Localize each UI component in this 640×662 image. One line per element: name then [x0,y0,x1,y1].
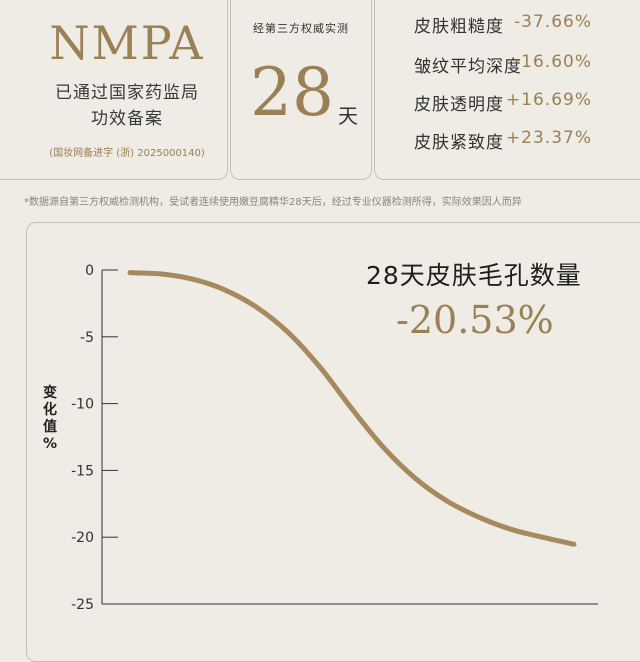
y-tick-label: -10 [71,397,94,413]
y-tick-label: 0 [85,263,94,279]
chart-headline-value: -20.53% [396,298,554,342]
stat-value: +23.37% [505,128,592,148]
days-caption: 经第三方权威实测 [253,22,349,35]
stat-label: 皱纹平均深度 [414,57,522,77]
y-axis-label-char: 变 [43,385,57,401]
nmpa-logo: NMPA [49,16,205,70]
y-tick-label: -25 [71,597,94,613]
stat-row-wrinkle-depth: 皱纹平均深度 -16.60% [390,52,630,82]
stat-row-roughness: 皮肤粗糙度 -37.66% [390,12,630,42]
stats-card [374,0,640,180]
y-tick-label: -15 [71,463,94,479]
days-number: 28 [250,54,334,131]
nmpa-line-2: 功效备案 [91,109,163,129]
stat-label: 皮肤紧致度 [414,133,504,153]
stat-value: +16.69% [505,90,592,110]
chart-card [26,222,640,662]
days-card [230,0,372,180]
chart-title: 28天皮肤毛孔数量 [366,261,582,290]
footnote: *数据源自第三方权威检测机构，受试者连续使用嫩豆腐精华28天后，经过专业仪器检测… [24,197,522,208]
y-tick-label: -20 [71,530,94,546]
stat-value: -16.60% [514,52,592,72]
series-line-pore-count [127,270,577,547]
days-unit: 天 [338,104,358,128]
y-axis-label-char: % [42,436,58,452]
y-axis-label-char: 值 [43,419,57,435]
stat-label: 皮肤粗糙度 [414,17,504,37]
y-axis-label-char: 化 [43,402,57,418]
stat-row-firmness: 皮肤紧致度 +23.37% [390,128,630,158]
nmpa-card [0,0,228,180]
pore-count-chart: 0 -5 -10 -15 -20 -25 [71,263,598,613]
stat-row-transparency: 皮肤透明度 +16.69% [390,90,630,120]
registration-number: (国妆网备进字 (浙) 2025000140) [49,148,205,159]
y-axis-label: 变 化 值 % [36,385,64,453]
stat-label: 皮肤透明度 [414,95,504,115]
nmpa-line-1: 已通过国家药监局 [55,83,199,103]
stat-value: -37.66% [514,12,592,32]
y-tick-label: -5 [80,330,94,346]
